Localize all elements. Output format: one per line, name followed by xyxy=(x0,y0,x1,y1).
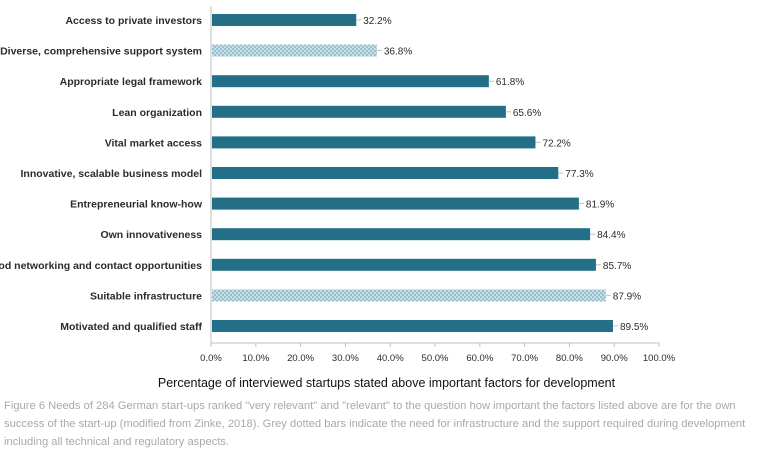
value-label: 85.7% xyxy=(603,261,631,272)
value-label: 72.2% xyxy=(542,138,570,149)
value-label: 32.2% xyxy=(363,16,391,27)
category-label: Suitable infrastructure xyxy=(90,290,202,302)
x-tick-label: 0.0% xyxy=(200,353,222,364)
value-label: 77.3% xyxy=(565,169,593,180)
value-label: 84.4% xyxy=(597,230,625,241)
value-label: 61.8% xyxy=(496,77,524,88)
category-label: Appropriate legal framework xyxy=(60,76,203,88)
value-label: 36.8% xyxy=(384,47,412,58)
x-tick-label: 80.0% xyxy=(556,353,583,364)
value-label: 89.5% xyxy=(620,322,648,333)
bar xyxy=(212,136,536,149)
category-label: Good networking and contact opportunitie… xyxy=(0,260,202,272)
category-label: Lean organization xyxy=(112,107,202,119)
category-label: Vital market access xyxy=(105,137,202,149)
x-tick-label: 50.0% xyxy=(422,353,449,364)
x-tick-label: 100.0% xyxy=(643,353,676,364)
x-axis-title: Percentage of interviewed startups state… xyxy=(157,376,616,390)
bar-chart: Access to private investors 32.2% Diverse,… xyxy=(0,6,676,364)
category-label: Access to private investors xyxy=(65,15,202,27)
x-tick-label: 30.0% xyxy=(332,353,359,364)
category-label: Own innovativeness xyxy=(100,229,202,241)
bar xyxy=(212,289,606,302)
category-label: Innovative, scalable business model xyxy=(21,168,203,180)
bar xyxy=(212,320,613,332)
bar xyxy=(212,44,377,57)
bar xyxy=(212,75,489,88)
value-label: 81.9% xyxy=(586,200,614,211)
value-label: 87.9% xyxy=(613,291,641,302)
x-tick-label: 20.0% xyxy=(287,353,314,364)
x-tick-label: 70.0% xyxy=(511,353,538,364)
x-tick-label: 40.0% xyxy=(377,353,404,364)
category-label: Motivated and qualified staff xyxy=(60,321,202,333)
category-label: Diverse, comprehensive support system xyxy=(0,46,202,58)
figure-caption: Figure 6 Needs of 284 German start-ups r… xyxy=(4,400,746,448)
bar xyxy=(212,258,596,271)
x-tick-label: 90.0% xyxy=(601,353,628,364)
category-label: Entrepreneurial know-how xyxy=(70,199,203,211)
bar xyxy=(212,228,591,241)
bar xyxy=(212,14,357,26)
bar xyxy=(212,105,506,118)
bar xyxy=(212,167,559,179)
x-tick-label: 10.0% xyxy=(242,353,269,364)
x-tick-label: 60.0% xyxy=(466,353,493,364)
value-label: 65.6% xyxy=(513,108,541,119)
bar xyxy=(212,197,579,210)
